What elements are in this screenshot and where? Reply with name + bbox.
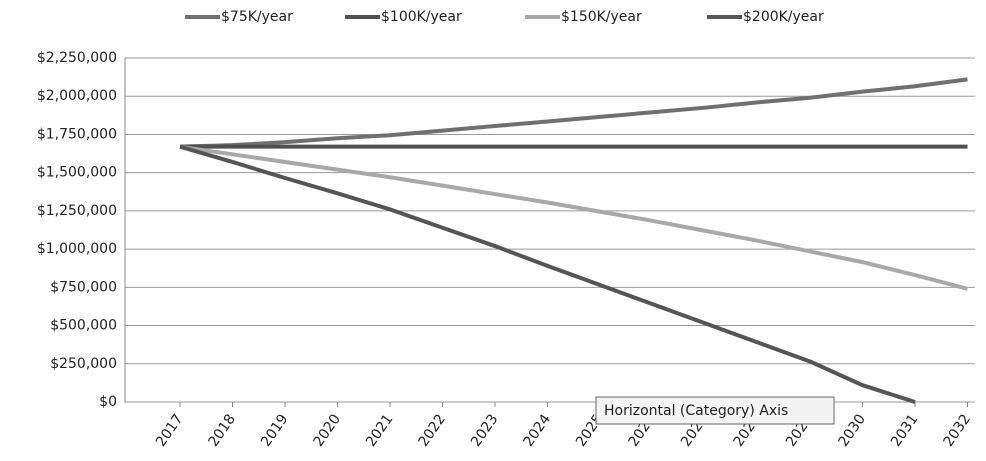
tooltip-text: Horizontal (Category) Axis [604,403,788,419]
y-tick-label: $1,500,000 [37,165,117,181]
x-tick-label: 2024 [521,411,555,449]
plot-area: $0 $250,000 $500,000 $750,000 $1,000,000 $1,2… [37,50,975,450]
x-tick-label: 2030 [836,411,870,449]
y-tick-label: $2,000,000 [37,88,117,104]
series-line [179,144,916,404]
legend-label: $200K/year [743,9,824,25]
series-line [179,77,968,149]
x-tick-label: 2032 [941,411,975,449]
y-tick-label: $250,000 [50,356,117,372]
x-tick-label: 2020 [311,411,345,449]
legend-label: $75K/year [221,9,293,25]
legend-label: $100K/year [381,9,462,25]
y-tick-label: $0 [99,394,117,410]
x-tick-label: 2023 [468,411,502,449]
x-tick-label: 2019 [258,411,292,449]
x-tick-label: 2021 [363,411,397,449]
legend: $75K/year $100K/year $150K/year $200K/year [185,9,824,25]
x-tick-label: 2031 [888,411,922,449]
x-tick-label: 2017 [153,411,187,449]
tooltip-box [595,396,835,425]
y-tick-label: $1,000,000 [37,241,117,257]
y-tick-label: $750,000 [50,279,117,295]
y-tick-label: $1,250,000 [37,203,117,219]
y-tick-label: $2,250,000 [37,50,117,66]
x-tick-label: 2018 [206,411,240,449]
tooltip: Horizontal (Category) Axis [595,396,835,425]
y-tick-label: $1,750,000 [37,126,117,142]
y-tick-label: $500,000 [50,318,117,334]
legend-label: $150K/year [561,9,642,25]
series-line [179,144,969,291]
x-tick-label: 2022 [416,411,450,449]
